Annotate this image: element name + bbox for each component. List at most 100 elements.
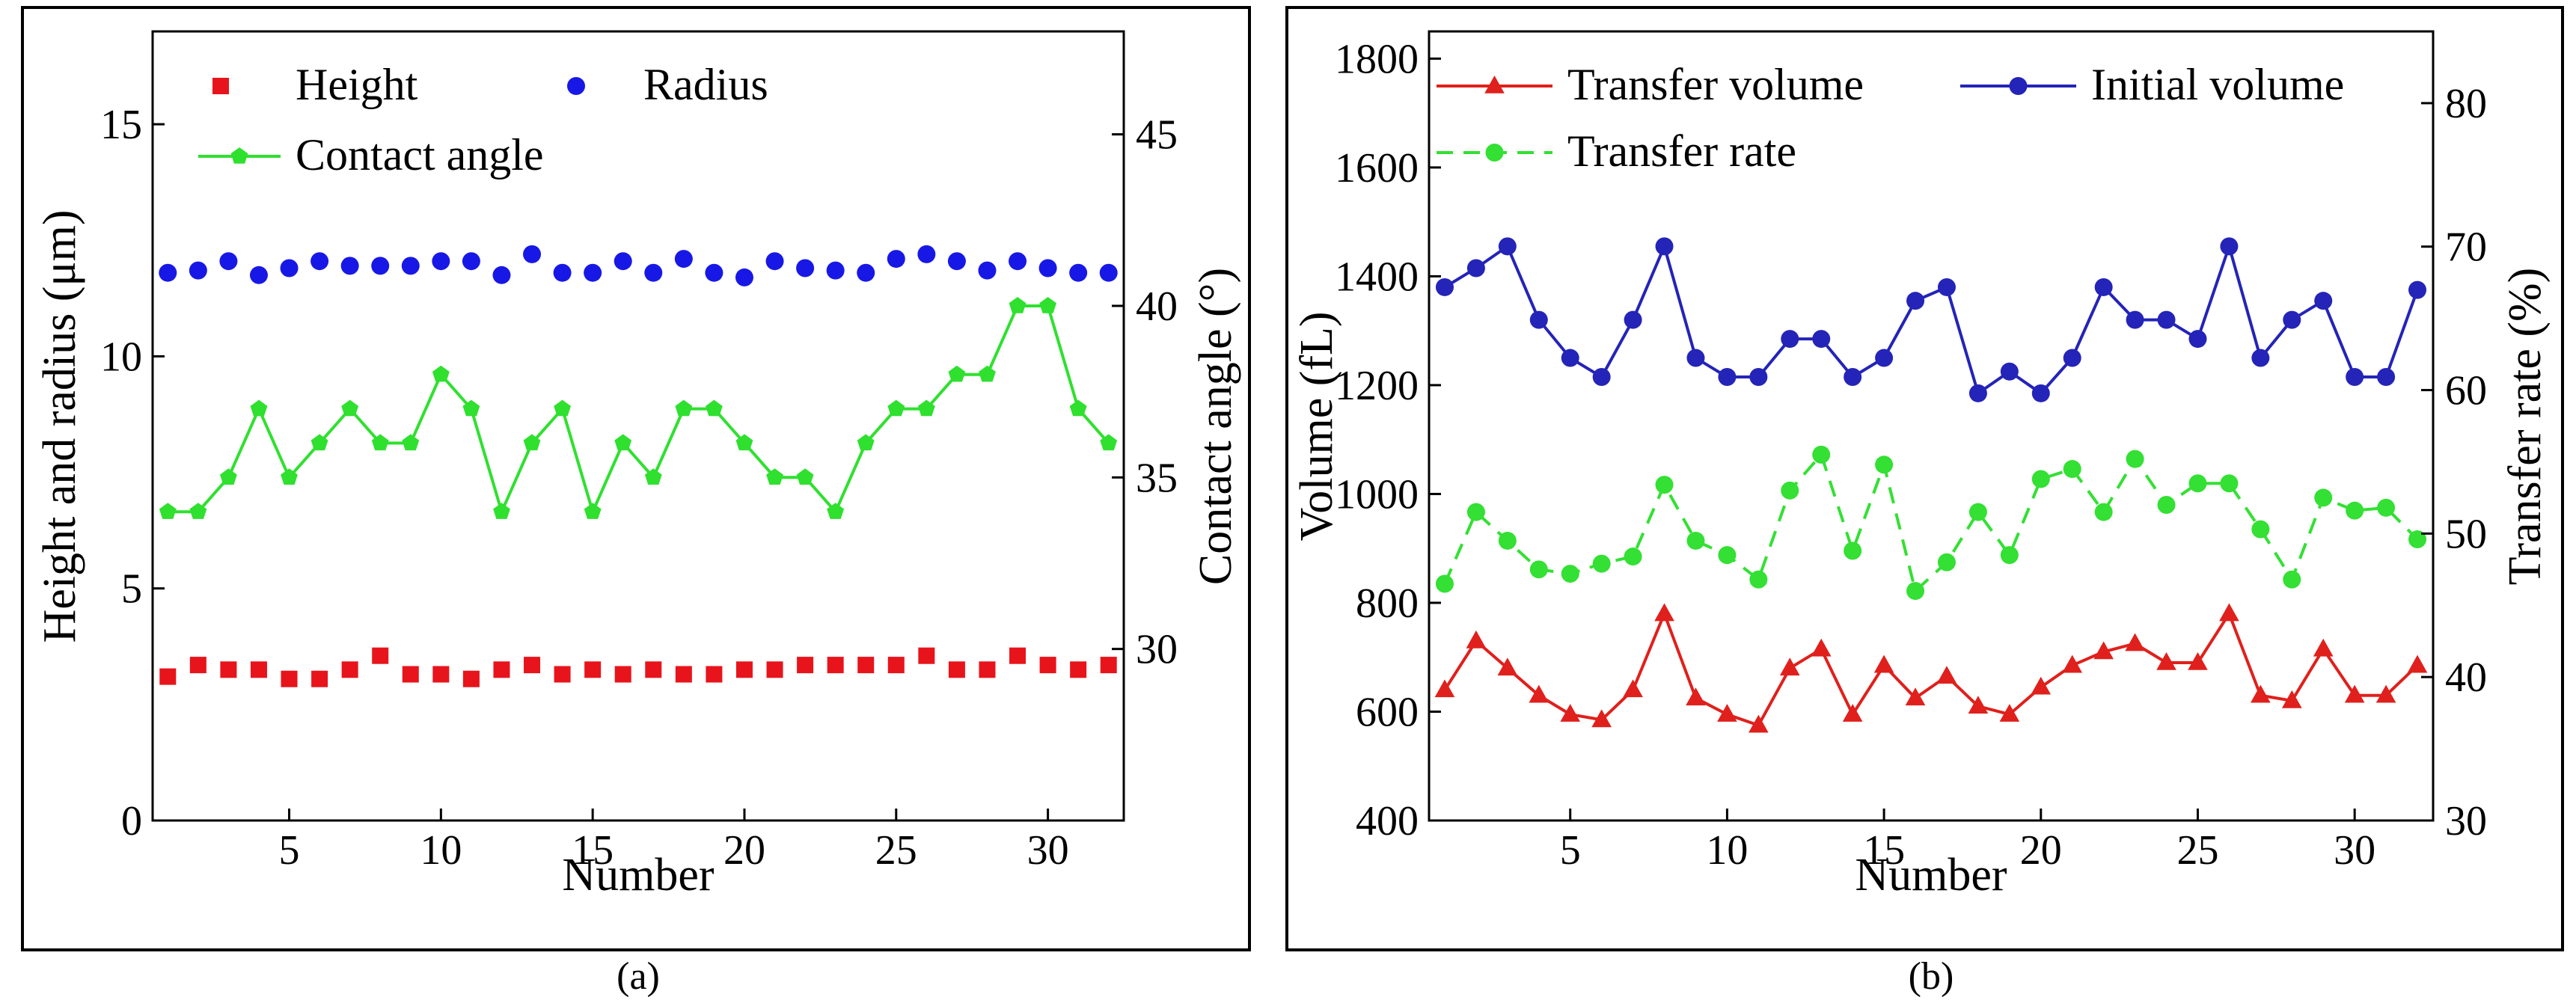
transfer-volume-point bbox=[1779, 657, 1800, 676]
radius-point bbox=[159, 263, 177, 282]
legend-height-marker bbox=[212, 78, 229, 94]
height-point bbox=[189, 657, 206, 674]
initial-volume-point bbox=[2094, 277, 2113, 296]
transfer-rate-point bbox=[2220, 474, 2239, 493]
height-point bbox=[1070, 661, 1087, 678]
height-point bbox=[948, 661, 965, 678]
initial-volume-point bbox=[2126, 310, 2144, 329]
radius-point bbox=[553, 263, 572, 282]
transfer-rate-point bbox=[2377, 498, 2396, 517]
x-tick-label: 15 bbox=[572, 827, 614, 874]
contact-angle-point bbox=[796, 468, 814, 485]
contact-angle-point bbox=[644, 468, 662, 485]
radius-point bbox=[857, 263, 875, 282]
panel-b-label: (b) bbox=[1909, 955, 1954, 998]
transfer-rate-point bbox=[1498, 531, 1517, 550]
radius-point bbox=[584, 263, 602, 282]
radius-point bbox=[523, 245, 542, 263]
height-point bbox=[1009, 647, 1027, 664]
contact-angle-point bbox=[159, 503, 177, 519]
transfer-volume-point bbox=[1686, 687, 1706, 706]
transfer-rate-point bbox=[2314, 488, 2333, 507]
initial-volume-point bbox=[1749, 368, 1768, 387]
height-point bbox=[1100, 657, 1117, 674]
contact-angle-point bbox=[584, 503, 602, 519]
height-point bbox=[766, 661, 783, 678]
radius-point bbox=[947, 252, 966, 271]
y-right-tick-label: 35 bbox=[1136, 455, 1178, 501]
y-left-tick-label: 600 bbox=[1356, 689, 1419, 735]
height-point bbox=[979, 661, 996, 678]
transfer-volume-point bbox=[1560, 704, 1581, 722]
transfer-rate-point bbox=[2408, 530, 2427, 549]
height-point bbox=[918, 647, 935, 664]
transfer-volume-point bbox=[2313, 638, 2334, 657]
initial-volume-point bbox=[1529, 310, 1548, 329]
contact-angle-point bbox=[432, 365, 450, 382]
transfer-rate-point bbox=[1749, 570, 1768, 589]
height-point bbox=[372, 647, 389, 664]
transfer-volume-point bbox=[2407, 654, 2428, 673]
transfer-volume-point bbox=[2031, 676, 2052, 695]
height-point bbox=[584, 661, 602, 678]
panel-a-frame bbox=[21, 6, 1251, 951]
initial-volume-point bbox=[1592, 368, 1611, 387]
contact-angle-point bbox=[250, 399, 268, 417]
contact-angle-point bbox=[1100, 434, 1118, 451]
initial-volume-point bbox=[2031, 384, 2050, 402]
radius-point bbox=[280, 259, 299, 277]
radius-point bbox=[917, 245, 936, 263]
panel-a-marks bbox=[159, 245, 1118, 687]
y-left-tick-label: 1600 bbox=[1335, 145, 1419, 191]
transfer-volume-point bbox=[1654, 603, 1674, 622]
contact-angle-point bbox=[281, 468, 298, 485]
x-tick-label: 20 bbox=[723, 827, 765, 874]
transfer-volume-point bbox=[1968, 696, 1989, 714]
contact-angle-point bbox=[1069, 399, 1087, 417]
contact-angle-point bbox=[402, 434, 420, 451]
contact-angle-point bbox=[827, 503, 845, 519]
height-point bbox=[524, 657, 541, 674]
initial-volume-point bbox=[1686, 349, 1705, 367]
height-point bbox=[281, 670, 298, 687]
contact-angle-point bbox=[887, 399, 905, 417]
transfer-volume-point bbox=[2375, 684, 2396, 703]
height-point bbox=[614, 666, 631, 683]
transfer-volume-point bbox=[1811, 638, 1832, 657]
height-point bbox=[432, 666, 450, 683]
legend-transfer-volume-label: Transfer volume bbox=[1567, 60, 1864, 109]
radius-point bbox=[340, 257, 359, 275]
contact-angle-point bbox=[948, 365, 966, 382]
radius-point bbox=[705, 263, 723, 282]
height-point bbox=[493, 661, 510, 678]
x-tick-label: 5 bbox=[279, 827, 300, 874]
height-point bbox=[341, 661, 358, 678]
contact-angle-point bbox=[766, 468, 783, 485]
y-left-tick-label: 15 bbox=[100, 102, 142, 148]
y-left-tick-label: 1800 bbox=[1335, 36, 1419, 82]
y-left-tick-label: 1400 bbox=[1335, 254, 1419, 300]
panel-b-xlabel: Number bbox=[1855, 850, 2007, 901]
y-left-tick-label: 800 bbox=[1356, 580, 1419, 627]
transfer-rate-point bbox=[1937, 553, 1956, 571]
panel-a-ylabel-right: Contact angle (°) bbox=[1190, 268, 1241, 585]
panel-a-xlabel: Number bbox=[562, 850, 715, 901]
transfer-rate-point bbox=[1466, 503, 1485, 521]
x-tick-label: 5 bbox=[1560, 827, 1581, 874]
height-point bbox=[1039, 657, 1056, 674]
transfer-volume-point bbox=[1434, 679, 1455, 698]
contact-angle-point bbox=[1009, 297, 1027, 313]
radius-point bbox=[1038, 259, 1057, 277]
panel-a-plot-box bbox=[151, 30, 1125, 822]
contact-angle-point bbox=[554, 399, 571, 417]
legend-initial-volume-label: Initial volume bbox=[2091, 60, 2344, 109]
contact-angle-point bbox=[857, 434, 875, 451]
radius-point bbox=[371, 257, 390, 275]
initial-volume-point bbox=[1875, 349, 1894, 367]
height-point bbox=[706, 666, 723, 683]
transfer-volume-point bbox=[1623, 679, 1643, 698]
transfer-rate-point bbox=[1875, 456, 1894, 474]
x-tick-label: 25 bbox=[875, 827, 917, 874]
radius-point bbox=[219, 252, 238, 271]
